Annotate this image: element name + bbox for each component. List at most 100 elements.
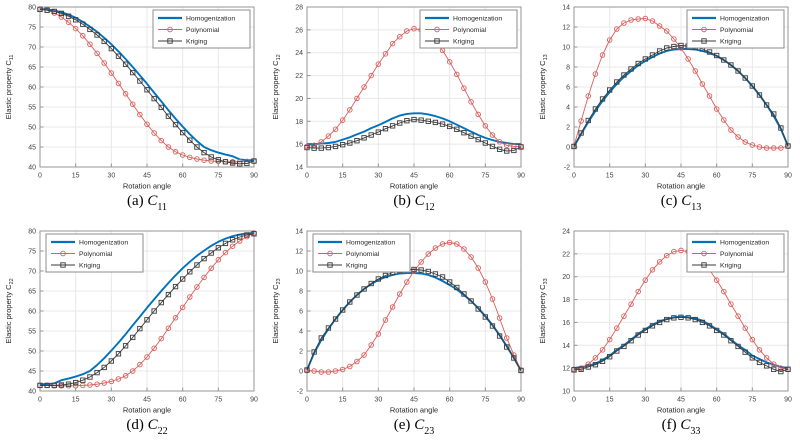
svg-text:45: 45 bbox=[410, 397, 418, 404]
svg-text:6: 6 bbox=[566, 85, 570, 92]
svg-text:55: 55 bbox=[28, 329, 36, 336]
svg-text:14: 14 bbox=[562, 343, 570, 350]
legend: Homogenization Polynomial Kriging bbox=[312, 233, 411, 273]
svg-text:14: 14 bbox=[562, 5, 570, 12]
caption-prefix: (c) bbox=[660, 193, 678, 209]
svg-text:60: 60 bbox=[179, 173, 187, 180]
svg-text:75: 75 bbox=[481, 173, 489, 180]
svg-text:Homogenization: Homogenization bbox=[720, 239, 769, 246]
legend: Homogenization Polynomial Kriging bbox=[686, 9, 785, 49]
svg-text:20: 20 bbox=[562, 274, 570, 281]
caption-prefix: (a) bbox=[126, 193, 144, 209]
chart-panel-d: 0 15 30 45 60 75 90 40 45 50 55 60 65 70 75 80 Rotation … bbox=[0, 224, 267, 448]
svg-text:75: 75 bbox=[748, 397, 756, 404]
svg-text:70: 70 bbox=[28, 269, 36, 276]
svg-text:4: 4 bbox=[299, 329, 303, 336]
chart-caption-e: (e) C23 bbox=[307, 417, 521, 437]
svg-text:6: 6 bbox=[299, 309, 303, 316]
svg-text:Homogenization: Homogenization bbox=[453, 15, 502, 22]
caption-prefix: (e) bbox=[393, 417, 411, 433]
svg-text:60: 60 bbox=[446, 397, 454, 404]
svg-text:90: 90 bbox=[517, 397, 525, 404]
svg-text:-2: -2 bbox=[297, 389, 303, 396]
svg-text:15: 15 bbox=[339, 397, 347, 404]
legend: Homogenization Polynomial Kriging bbox=[419, 9, 518, 49]
svg-text:14: 14 bbox=[295, 165, 303, 172]
caption-symbol: C bbox=[147, 417, 158, 433]
svg-text:20: 20 bbox=[295, 96, 303, 103]
svg-text:Elastic property C13: Elastic property C13 bbox=[538, 54, 549, 119]
svg-text:45: 45 bbox=[28, 145, 36, 152]
svg-text:30: 30 bbox=[374, 397, 382, 404]
svg-text:18: 18 bbox=[562, 297, 570, 304]
legend: Homogenization Polynomial Kriging bbox=[45, 233, 144, 273]
svg-text:16: 16 bbox=[562, 320, 570, 327]
chart-caption-b: (b) C12 bbox=[307, 193, 521, 213]
chart-c11: 0 15 30 45 60 75 90 40 45 50 55 60 65 70 75 80 Rotation … bbox=[0, 0, 266, 192]
legend: Homogenization Polynomial Kriging bbox=[152, 9, 251, 49]
svg-text:45: 45 bbox=[143, 397, 151, 404]
svg-text:75: 75 bbox=[28, 25, 36, 32]
svg-text:8: 8 bbox=[566, 65, 570, 72]
svg-text:75: 75 bbox=[481, 397, 489, 404]
caption-prefix: (b) bbox=[393, 193, 411, 209]
caption-symbol: C bbox=[681, 193, 692, 209]
svg-text:Elastic property C12: Elastic property C12 bbox=[271, 54, 282, 119]
svg-text:60: 60 bbox=[713, 397, 721, 404]
caption-subscript: 12 bbox=[424, 202, 435, 213]
svg-text:15: 15 bbox=[606, 173, 614, 180]
caption-subscript: 33 bbox=[690, 426, 701, 437]
svg-text:55: 55 bbox=[28, 105, 36, 112]
svg-text:Elastic property C22: Elastic property C22 bbox=[4, 278, 15, 343]
svg-text:0: 0 bbox=[572, 397, 576, 404]
svg-text:Elastic property C23: Elastic property C23 bbox=[271, 278, 282, 343]
caption-symbol: C bbox=[414, 417, 425, 433]
svg-text:15: 15 bbox=[339, 173, 347, 180]
svg-text:60: 60 bbox=[28, 85, 36, 92]
svg-text:-2: -2 bbox=[564, 165, 570, 172]
svg-text:Polynomial: Polynomial bbox=[453, 27, 487, 34]
svg-text:Rotation angle: Rotation angle bbox=[390, 182, 438, 191]
svg-text:0: 0 bbox=[305, 397, 309, 404]
svg-text:Kriging: Kriging bbox=[346, 262, 367, 269]
svg-text:Homogenization: Homogenization bbox=[346, 239, 395, 246]
svg-text:45: 45 bbox=[677, 397, 685, 404]
svg-text:8: 8 bbox=[299, 289, 303, 296]
svg-text:24: 24 bbox=[562, 229, 570, 236]
svg-text:15: 15 bbox=[72, 397, 80, 404]
svg-text:75: 75 bbox=[748, 173, 756, 180]
chart-panel-c: 0 15 30 45 60 75 90 -2 0 2 4 6 8 10 12 14 Rotation angle… bbox=[534, 0, 800, 224]
chart-panel-e: 0 15 30 45 60 75 90 -2 0 2 4 6 8 10 12 14 Rotation angle… bbox=[267, 224, 534, 448]
svg-text:0: 0 bbox=[305, 173, 309, 180]
svg-text:90: 90 bbox=[784, 173, 792, 180]
svg-text:4: 4 bbox=[566, 105, 570, 112]
svg-text:15: 15 bbox=[72, 173, 80, 180]
caption-symbol: C bbox=[147, 193, 158, 209]
svg-text:30: 30 bbox=[107, 173, 115, 180]
svg-text:Polynomial: Polynomial bbox=[720, 251, 754, 258]
svg-text:45: 45 bbox=[28, 369, 36, 376]
svg-text:45: 45 bbox=[677, 173, 685, 180]
svg-text:90: 90 bbox=[250, 397, 258, 404]
svg-text:0: 0 bbox=[299, 369, 303, 376]
chart-caption-f: (f) C33 bbox=[574, 417, 788, 437]
svg-text:70: 70 bbox=[28, 45, 36, 52]
svg-text:0: 0 bbox=[38, 397, 42, 404]
chart-c33: 0 15 30 45 60 75 90 10 12 14 16 18 20 22 24 Rotation an… bbox=[534, 224, 800, 416]
svg-text:0: 0 bbox=[572, 173, 576, 180]
svg-text:Polynomial: Polynomial bbox=[720, 27, 754, 34]
svg-text:Rotation angle: Rotation angle bbox=[657, 406, 705, 415]
svg-text:50: 50 bbox=[28, 349, 36, 356]
svg-text:22: 22 bbox=[562, 251, 570, 258]
chart-panel-f: 0 15 30 45 60 75 90 10 12 14 16 18 20 22 24 Rotation an… bbox=[534, 224, 800, 448]
svg-text:22: 22 bbox=[295, 73, 303, 80]
svg-text:2: 2 bbox=[299, 349, 303, 356]
svg-text:Kriging: Kriging bbox=[720, 262, 741, 269]
chart-caption-c: (c) C13 bbox=[574, 193, 788, 213]
svg-text:Rotation angle: Rotation angle bbox=[123, 182, 171, 191]
svg-text:24: 24 bbox=[295, 50, 303, 57]
svg-text:Elastic property C11: Elastic property C11 bbox=[4, 55, 15, 120]
svg-text:28: 28 bbox=[295, 5, 303, 12]
caption-symbol: C bbox=[680, 417, 691, 433]
